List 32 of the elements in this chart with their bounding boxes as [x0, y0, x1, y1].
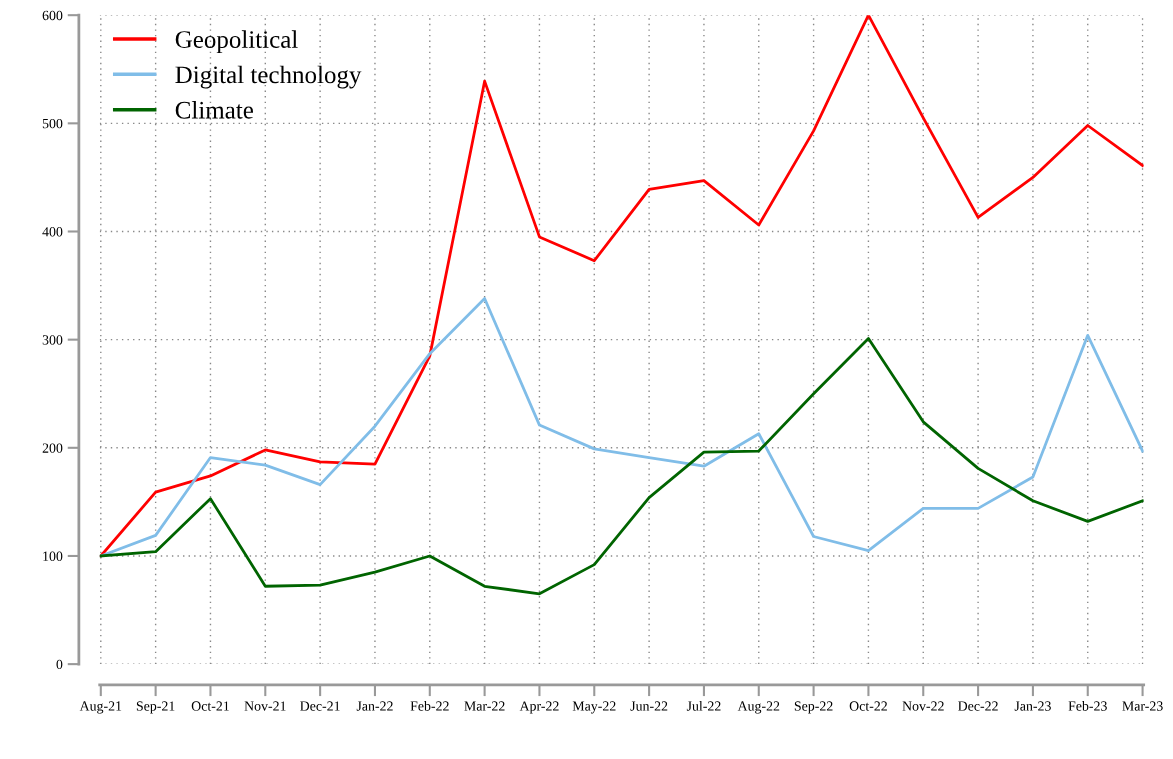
y-tick-label: 500	[42, 118, 63, 129]
y-tick-label: 400	[42, 227, 63, 237]
x-tick-label: Dec-21	[300, 701, 340, 711]
legend-label: Geopolitical	[175, 30, 298, 53]
x-tick-label: Nov-22	[902, 701, 944, 711]
x-tick-label: Mar-23	[1122, 701, 1163, 711]
y-tick-label: 600	[42, 10, 63, 21]
y-tick-label: 100	[43, 551, 63, 561]
x-tick-label: Jan-22	[356, 701, 393, 711]
x-tick-label: Jan-23	[1014, 701, 1051, 711]
x-tick-label: Mar-22	[464, 701, 505, 711]
x-tick-label: Jul-22	[686, 700, 721, 711]
line-series	[99, 297, 1144, 558]
x-tick-label: Feb-22	[410, 700, 449, 711]
x-tick-label: Aug-21	[79, 701, 122, 714]
x-tick-label: Aug-22	[737, 701, 780, 714]
legend-label: Digital technology	[175, 65, 362, 89]
x-tick-label: Nov-21	[244, 701, 286, 711]
x-tick-label: Sep-21	[136, 701, 175, 714]
x-tick-label: Feb-23	[1068, 700, 1107, 711]
x-tick-label: May-22	[572, 701, 616, 714]
y-tick-label: 300	[42, 335, 63, 345]
x-tick-label: Sep-22	[794, 701, 833, 714]
y-tick-label: 200	[42, 443, 63, 453]
x-tick-label: Jun-22	[630, 701, 668, 711]
x-tick-label: Oct-21	[191, 701, 229, 711]
y-tick-label: 0	[56, 659, 63, 670]
x-tick-label: Apr-22	[519, 701, 559, 714]
line-series	[99, 337, 1144, 596]
x-tick-label: Dec-22	[958, 701, 998, 711]
x-tick-label: Oct-22	[849, 701, 887, 711]
legend-label: Climate	[175, 101, 253, 119]
